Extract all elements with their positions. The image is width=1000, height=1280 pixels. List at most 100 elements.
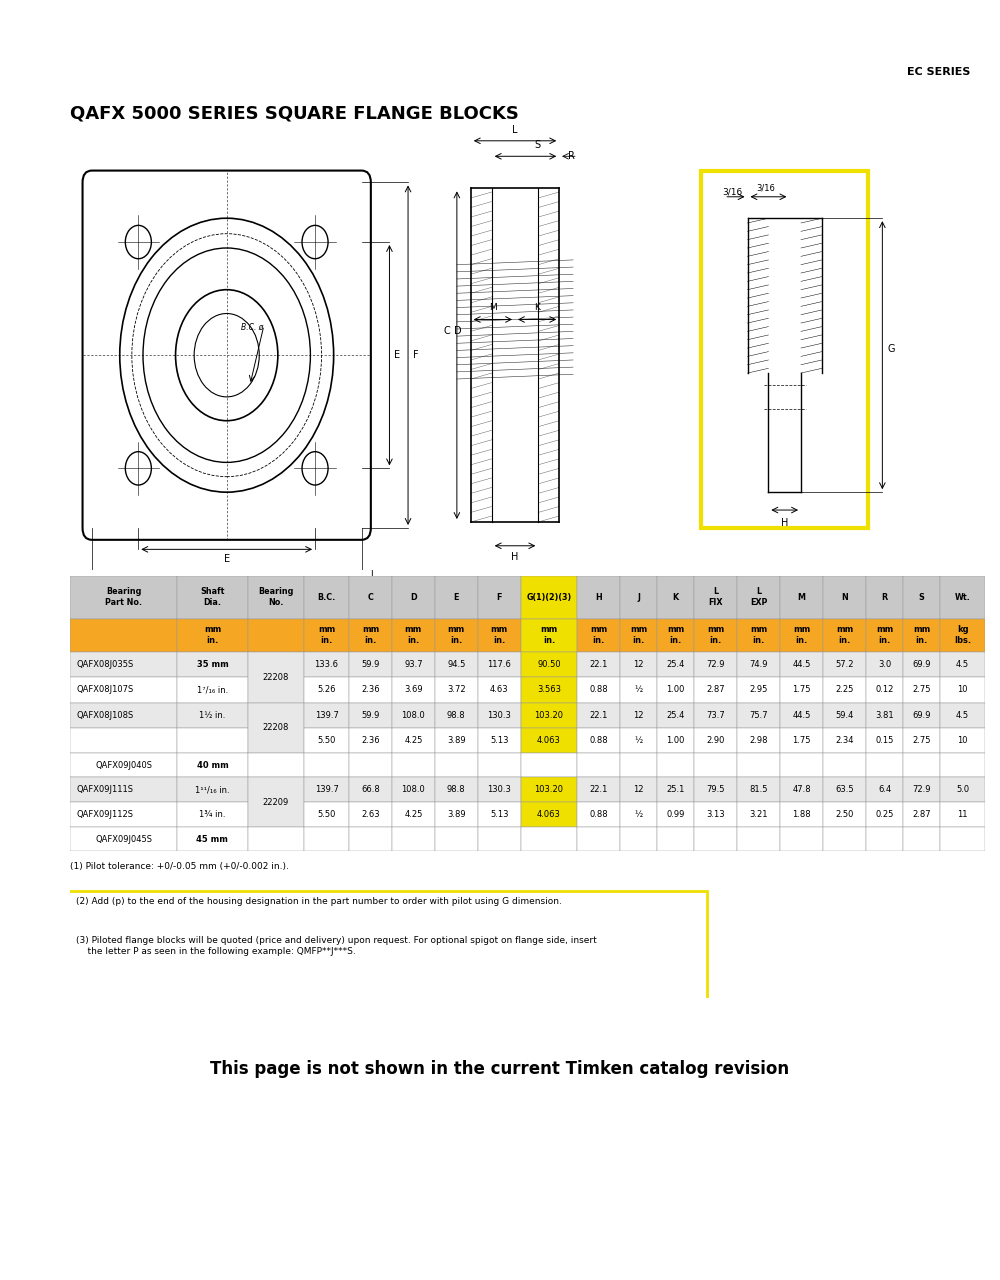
Bar bbox=[940, 827, 985, 851]
FancyBboxPatch shape bbox=[701, 170, 868, 527]
Text: 22208: 22208 bbox=[263, 673, 289, 682]
Bar bbox=[177, 576, 248, 618]
Bar bbox=[903, 728, 940, 753]
Bar bbox=[177, 652, 248, 677]
Bar bbox=[478, 753, 521, 777]
Bar bbox=[70, 777, 177, 803]
Bar bbox=[657, 777, 694, 803]
Text: kg
lbs.: kg lbs. bbox=[954, 626, 971, 645]
Text: ½: ½ bbox=[635, 736, 643, 745]
Bar bbox=[521, 777, 577, 803]
Bar bbox=[903, 803, 940, 827]
Text: R: R bbox=[881, 593, 888, 602]
Bar bbox=[521, 618, 577, 652]
Text: 57.2: 57.2 bbox=[835, 660, 854, 669]
Bar bbox=[577, 803, 620, 827]
Bar bbox=[349, 803, 392, 827]
Bar bbox=[903, 618, 940, 652]
Bar bbox=[70, 827, 177, 851]
Bar bbox=[248, 827, 304, 851]
Bar bbox=[866, 677, 903, 703]
Text: 1¾ in.: 1¾ in. bbox=[199, 810, 226, 819]
Text: 59.9: 59.9 bbox=[361, 660, 380, 669]
Bar bbox=[823, 777, 866, 803]
Text: 22.1: 22.1 bbox=[590, 660, 608, 669]
Text: 5.13: 5.13 bbox=[490, 810, 508, 819]
Bar bbox=[823, 652, 866, 677]
Bar bbox=[823, 753, 866, 777]
Text: M: M bbox=[798, 593, 806, 602]
Text: N: N bbox=[841, 593, 848, 602]
Text: 5.13: 5.13 bbox=[490, 736, 508, 745]
Text: 3.13: 3.13 bbox=[706, 810, 725, 819]
Bar bbox=[248, 753, 304, 777]
Text: 103.20: 103.20 bbox=[534, 710, 563, 719]
Bar bbox=[349, 576, 392, 618]
Text: 2.95: 2.95 bbox=[750, 686, 768, 695]
Bar bbox=[435, 677, 478, 703]
Text: 3/16: 3/16 bbox=[757, 183, 776, 192]
Text: 4.5: 4.5 bbox=[956, 660, 969, 669]
Text: G: G bbox=[887, 344, 895, 355]
Text: 12: 12 bbox=[633, 660, 644, 669]
Text: SIZE: SIZE bbox=[371, 594, 390, 603]
Bar bbox=[577, 777, 620, 803]
Bar bbox=[70, 652, 177, 677]
Bar bbox=[435, 618, 478, 652]
Bar bbox=[304, 576, 349, 618]
Text: 5.26: 5.26 bbox=[317, 686, 336, 695]
Text: 1.00: 1.00 bbox=[667, 736, 685, 745]
Bar bbox=[866, 652, 903, 677]
Bar bbox=[866, 728, 903, 753]
Text: mm
in.: mm in. bbox=[540, 626, 558, 645]
Bar bbox=[577, 677, 620, 703]
Text: 1½ in.: 1½ in. bbox=[199, 710, 226, 719]
Text: 0.99: 0.99 bbox=[667, 810, 685, 819]
Bar bbox=[780, 728, 823, 753]
Text: 10: 10 bbox=[957, 736, 968, 745]
Text: EC SERIES: EC SERIES bbox=[907, 67, 970, 77]
Text: 130.3: 130.3 bbox=[487, 710, 511, 719]
Bar bbox=[304, 827, 349, 851]
Text: M: M bbox=[489, 303, 497, 312]
Text: 2.98: 2.98 bbox=[749, 736, 768, 745]
Text: R: R bbox=[568, 151, 575, 161]
Bar bbox=[657, 652, 694, 677]
Bar bbox=[737, 703, 780, 728]
Bar bbox=[521, 677, 577, 703]
Bar bbox=[435, 803, 478, 827]
Bar bbox=[657, 576, 694, 618]
Text: 2.90: 2.90 bbox=[707, 736, 725, 745]
Bar bbox=[620, 803, 657, 827]
Bar bbox=[823, 618, 866, 652]
Text: H: H bbox=[781, 518, 788, 529]
Bar bbox=[780, 803, 823, 827]
Bar bbox=[349, 777, 392, 803]
Text: mm
in.: mm in. bbox=[448, 626, 465, 645]
Bar bbox=[392, 677, 435, 703]
Text: 72.9: 72.9 bbox=[707, 660, 725, 669]
Bar bbox=[304, 652, 349, 677]
Bar bbox=[620, 753, 657, 777]
FancyBboxPatch shape bbox=[64, 891, 707, 1000]
Text: 74.9: 74.9 bbox=[749, 660, 768, 669]
Text: ½: ½ bbox=[635, 810, 643, 819]
Bar bbox=[577, 618, 620, 652]
Text: 139.7: 139.7 bbox=[315, 785, 338, 794]
Bar bbox=[248, 618, 304, 652]
Text: Bearing
No.: Bearing No. bbox=[258, 588, 294, 608]
Bar bbox=[177, 728, 248, 753]
Text: C: C bbox=[444, 326, 450, 337]
Text: 66.8: 66.8 bbox=[361, 785, 380, 794]
Bar bbox=[780, 753, 823, 777]
Bar bbox=[304, 728, 349, 753]
Bar bbox=[521, 827, 577, 851]
Text: 2.87: 2.87 bbox=[706, 686, 725, 695]
Text: 2.87: 2.87 bbox=[912, 810, 931, 819]
Bar bbox=[620, 827, 657, 851]
Bar bbox=[823, 728, 866, 753]
Bar bbox=[349, 728, 392, 753]
Bar bbox=[940, 703, 985, 728]
Text: 117.6: 117.6 bbox=[487, 660, 511, 669]
Bar bbox=[392, 728, 435, 753]
